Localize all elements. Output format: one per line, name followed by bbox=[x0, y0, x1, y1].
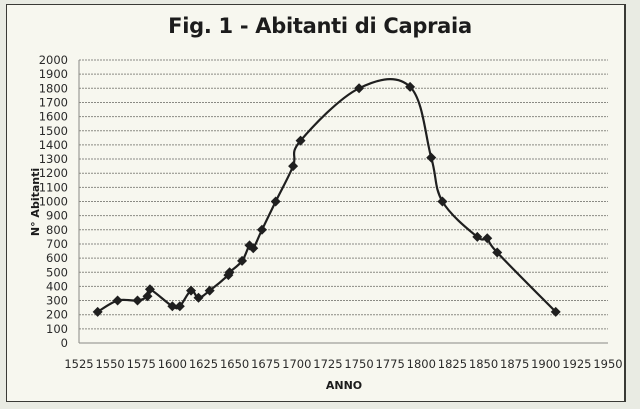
data-point-marker bbox=[112, 295, 123, 306]
y-tick-label: 1900 bbox=[39, 67, 68, 81]
y-tick-label: 1500 bbox=[39, 124, 68, 138]
y-tick-label: 500 bbox=[46, 265, 68, 279]
data-point-marker bbox=[224, 267, 235, 278]
y-tick-label: 1800 bbox=[39, 81, 68, 95]
y-tick-label: 2000 bbox=[39, 53, 68, 67]
x-tick-label: 1575 bbox=[127, 357, 156, 371]
data-point-marker bbox=[204, 285, 215, 296]
data-point-marker bbox=[482, 233, 493, 244]
data-point-marker bbox=[492, 247, 503, 258]
x-tick-label: 1600 bbox=[158, 357, 187, 371]
x-tick-label: 1775 bbox=[376, 357, 405, 371]
data-point-marker bbox=[186, 285, 197, 296]
x-tick-label: 1875 bbox=[500, 357, 529, 371]
x-tick-label: 1850 bbox=[469, 357, 498, 371]
series-line bbox=[97, 78, 557, 313]
y-axis-label: N° Abitanti bbox=[29, 168, 42, 236]
y-tick-label: 1100 bbox=[39, 180, 68, 194]
data-markers bbox=[92, 81, 561, 317]
data-point-marker bbox=[92, 306, 103, 317]
x-tick-label: 1750 bbox=[344, 357, 373, 371]
y-axis-ticks: 0100200300400500600700800900100011001200… bbox=[39, 53, 68, 350]
data-point-marker bbox=[132, 295, 143, 306]
y-tick-label: 300 bbox=[46, 294, 68, 308]
chart-frame bbox=[6, 4, 626, 402]
data-point-marker bbox=[193, 292, 204, 303]
y-tick-label: 1300 bbox=[39, 152, 68, 166]
grid-lines bbox=[78, 59, 608, 344]
data-point-marker bbox=[426, 152, 437, 163]
x-axis-ticks: 1525 1550 1575 1600 1625 1650 1675 1700 1725 1750… bbox=[64, 357, 622, 371]
x-tick-label: 1825 bbox=[438, 357, 467, 371]
data-point-marker bbox=[437, 196, 448, 207]
x-tick-label: 1800 bbox=[407, 357, 436, 371]
chart-title: Fig. 1 - Abitanti di Capraia bbox=[168, 14, 472, 38]
data-point-marker bbox=[354, 83, 365, 94]
y-tick-label: 400 bbox=[46, 279, 68, 293]
data-point-marker bbox=[550, 306, 561, 317]
x-tick-label: 1700 bbox=[282, 357, 311, 371]
y-tick-label: 600 bbox=[46, 251, 68, 265]
data-point-marker bbox=[405, 81, 416, 92]
y-tick-label: 100 bbox=[46, 322, 68, 336]
y-tick-label: 700 bbox=[46, 237, 68, 251]
y-tick-label: 900 bbox=[46, 209, 68, 223]
y-tick-label: 1700 bbox=[39, 95, 68, 109]
data-point-marker bbox=[174, 301, 185, 312]
y-tick-label: 200 bbox=[46, 308, 68, 322]
data-point-marker bbox=[248, 243, 259, 254]
y-tick-label: 1600 bbox=[39, 110, 68, 124]
x-axis-label: ANNO bbox=[326, 379, 362, 392]
data-point-marker bbox=[270, 196, 281, 207]
data-point-marker bbox=[167, 301, 178, 312]
x-tick-label: 1650 bbox=[220, 357, 249, 371]
y-tick-label: 800 bbox=[46, 223, 68, 237]
x-tick-label: 1925 bbox=[562, 357, 591, 371]
x-tick-label: 1625 bbox=[189, 357, 218, 371]
x-tick-label: 1950 bbox=[593, 357, 622, 371]
data-point-marker bbox=[256, 224, 267, 235]
y-tick-label: 1400 bbox=[39, 138, 68, 152]
y-tick-label: 1200 bbox=[39, 166, 68, 180]
x-tick-label: 1725 bbox=[313, 357, 342, 371]
y-tick-label: 0 bbox=[61, 336, 68, 350]
data-point-marker bbox=[295, 135, 306, 146]
data-point-marker bbox=[144, 284, 155, 295]
data-point-marker bbox=[288, 161, 299, 172]
x-tick-label: 1675 bbox=[251, 357, 280, 371]
data-point-marker bbox=[472, 231, 483, 242]
x-tick-label: 1550 bbox=[95, 357, 124, 371]
x-tick-label: 1525 bbox=[64, 357, 93, 371]
x-tick-label: 1900 bbox=[531, 357, 560, 371]
y-tick-label: 1000 bbox=[39, 195, 68, 209]
data-point-marker bbox=[237, 255, 248, 266]
